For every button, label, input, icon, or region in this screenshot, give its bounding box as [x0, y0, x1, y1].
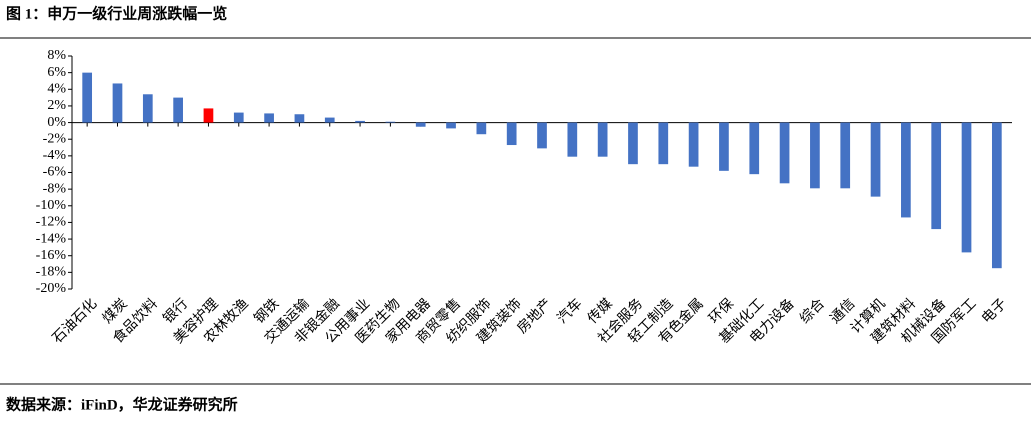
bar: [719, 122, 729, 171]
x-tick-label: 房地产: [514, 296, 555, 337]
bar: [324, 117, 335, 123]
bar: [355, 120, 365, 123]
bar: [688, 122, 699, 167]
bar: [810, 122, 820, 189]
source: 数据来源：iFinD，华龙证券研究所: [6, 395, 238, 413]
y-tick-label: 0%: [47, 115, 66, 130]
bar: [506, 122, 517, 146]
bar: [931, 122, 942, 230]
y-tick-label: -2%: [43, 131, 67, 146]
bar: [446, 122, 456, 129]
bar: [203, 108, 214, 123]
y-tick-label: -20%: [36, 281, 67, 296]
y-tick-label: -10%: [36, 198, 67, 213]
chart-title: 图 1：申万一级行业周涨跌幅一览: [6, 4, 227, 22]
bar: [901, 122, 911, 218]
y-tick-label: 6%: [47, 65, 66, 80]
bar: [870, 122, 881, 197]
y-tick-label: 4%: [47, 82, 66, 97]
bar: [658, 122, 669, 165]
y-tick-label: -14%: [36, 231, 67, 246]
bar: [112, 83, 123, 123]
x-tick-label: 汽车: [554, 295, 586, 327]
bar: [385, 121, 396, 123]
bar: [476, 122, 487, 135]
y-tick-label: -6%: [43, 165, 67, 180]
bar: [628, 122, 638, 165]
bar: [233, 112, 244, 123]
y-tick-label: 2%: [47, 98, 66, 113]
y-tick-label: -18%: [36, 265, 67, 280]
bar: [961, 122, 972, 253]
x-tick-label: 石油石化: [49, 296, 100, 347]
bar: [597, 122, 608, 157]
bar: [567, 122, 578, 157]
x-tick-label: 电子: [979, 296, 1010, 327]
bar: [779, 122, 790, 184]
bar: [82, 72, 93, 123]
bar: [415, 122, 426, 127]
bar: [264, 113, 274, 123]
y-tick-label: -8%: [43, 181, 67, 196]
bar: [749, 122, 760, 175]
bar: [294, 114, 305, 123]
bar: [142, 94, 153, 123]
y-tick-label: -16%: [36, 248, 67, 263]
x-tick-label: 综合: [797, 296, 828, 327]
y-tick-label: -4%: [43, 148, 67, 163]
bar: [173, 97, 183, 123]
bar: [991, 122, 1002, 269]
y-tick-label: -12%: [36, 215, 67, 230]
bar: [840, 122, 851, 189]
y-tick-label: 8%: [47, 48, 66, 63]
bar: [537, 122, 547, 149]
